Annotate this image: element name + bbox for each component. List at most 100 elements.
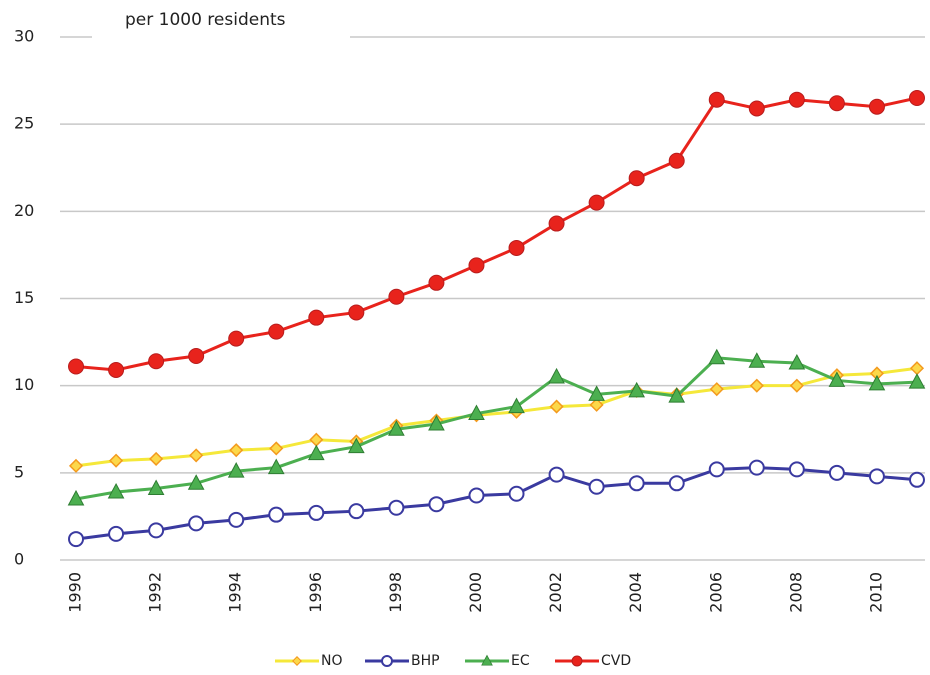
y-tick-label: 25 <box>14 114 34 133</box>
marker <box>148 522 165 539</box>
y-tick-label: 30 <box>14 27 34 46</box>
marker <box>468 257 485 274</box>
marker <box>428 274 445 291</box>
marker <box>628 381 646 398</box>
legend-label: EC <box>511 653 530 669</box>
marker <box>868 468 885 485</box>
marker <box>189 448 204 463</box>
marker <box>748 352 766 368</box>
marker <box>148 353 165 370</box>
x-tick-label: 2004 <box>626 572 645 613</box>
legend-label: BHP <box>411 653 440 669</box>
legend-item: NO <box>275 653 343 669</box>
marker <box>628 170 645 187</box>
y-tick-label: 5 <box>14 462 24 481</box>
x-tick-label: 1994 <box>226 572 245 613</box>
marker <box>428 414 445 431</box>
marker <box>228 330 245 347</box>
marker <box>508 485 525 502</box>
marker <box>309 432 324 447</box>
y-tick-label: 20 <box>14 201 34 220</box>
marker <box>868 98 885 115</box>
series-line <box>75 96 918 372</box>
x-tick-label: 1990 <box>66 572 85 613</box>
marker <box>67 489 85 506</box>
marker <box>828 464 845 481</box>
marker <box>589 397 604 412</box>
marker <box>268 506 285 523</box>
marker <box>908 373 926 389</box>
series <box>68 361 925 473</box>
marker <box>828 371 846 387</box>
marker <box>588 478 605 495</box>
legend-marker <box>571 655 583 667</box>
y-tick-label: 10 <box>14 375 34 394</box>
marker <box>308 504 325 521</box>
marker <box>788 461 805 478</box>
marker <box>908 90 925 107</box>
series-line <box>75 366 918 468</box>
marker <box>909 361 925 376</box>
marker <box>468 487 485 504</box>
grid <box>60 36 925 561</box>
marker <box>788 91 805 108</box>
marker <box>267 458 285 475</box>
marker <box>147 479 165 496</box>
x-tick-label: 2000 <box>466 572 485 613</box>
marker <box>348 503 365 520</box>
marker <box>348 437 365 454</box>
marker <box>868 374 886 391</box>
series-line <box>75 356 918 501</box>
marker <box>708 91 725 108</box>
marker <box>508 397 525 414</box>
marker <box>228 511 245 528</box>
marker <box>828 95 845 112</box>
marker <box>789 378 804 393</box>
marker <box>307 444 325 461</box>
series <box>67 348 926 506</box>
marker <box>428 496 445 513</box>
legend-label: NO <box>321 653 343 669</box>
y-tick-label: 15 <box>14 288 34 307</box>
legend-item: CVD <box>555 653 631 669</box>
marker <box>107 482 125 499</box>
x-tick-label: 1992 <box>146 572 165 613</box>
x-tick-label: 1998 <box>386 572 405 613</box>
marker <box>187 474 205 490</box>
marker <box>269 441 284 456</box>
marker <box>588 385 605 401</box>
legend-label: CVD <box>601 653 631 669</box>
y-tick-label: 0 <box>14 550 24 569</box>
title-background <box>92 25 350 49</box>
marker <box>68 358 85 375</box>
series <box>68 90 925 378</box>
x-tick-label: 1996 <box>306 572 325 613</box>
legend-marker <box>481 654 493 666</box>
marker <box>508 239 525 256</box>
chart-title: per 1000 residents <box>125 10 286 30</box>
marker <box>108 525 125 542</box>
legend-item: EC <box>465 653 530 669</box>
marker <box>388 288 405 305</box>
marker <box>709 382 724 397</box>
marker <box>668 387 686 403</box>
x-tick-label: 2008 <box>786 572 805 613</box>
marker <box>468 404 485 421</box>
marker <box>68 531 85 548</box>
marker <box>149 451 164 466</box>
marker <box>68 458 84 473</box>
marker <box>549 399 564 414</box>
marker <box>188 348 205 365</box>
x-tick-label: 2002 <box>546 572 565 613</box>
x-tick-label: 2006 <box>706 572 725 613</box>
marker <box>227 462 245 478</box>
marker <box>548 367 565 384</box>
marker <box>308 309 325 326</box>
marker <box>748 100 765 117</box>
marker <box>708 348 726 365</box>
marker <box>668 475 685 492</box>
marker <box>748 459 765 476</box>
legend-marker <box>381 655 393 667</box>
marker <box>108 361 125 378</box>
marker <box>548 215 565 232</box>
